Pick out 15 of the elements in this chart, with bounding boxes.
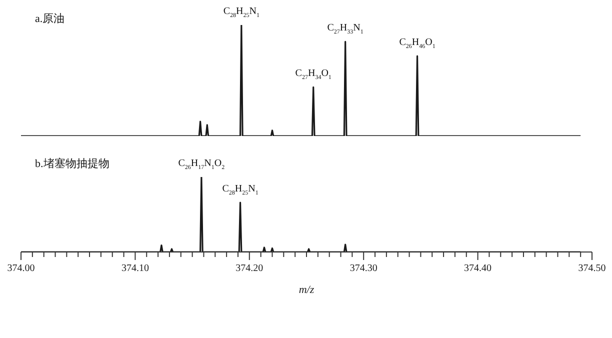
chart-title: a.原油 — [35, 12, 65, 25]
annotation: C$_{27}$H$_{34}$O$_{1}$ — [295, 68, 332, 82]
x-tick-label: 374.40 — [464, 263, 492, 274]
chart-title: b.堵塞物抽提物 — [35, 157, 110, 170]
annotation: C$_{28}$H$_{25}$N$_{1}$ — [223, 6, 260, 19]
x-axis-title: m/z — [298, 284, 315, 296]
annotation: C$_{28}$H$_{25}$N$_{1}$ — [222, 184, 258, 196]
x-tick-label: 374.30 — [350, 263, 378, 274]
x-tick-label: 374.20 — [236, 263, 264, 274]
x-tick-label: 374.00 — [7, 263, 35, 274]
x-tick-label: 374.10 — [121, 263, 149, 274]
annotation: C$_{26}$H$_{46}$O$_{1}$ — [399, 37, 436, 50]
annotation: C$_{26}$H$_{17}$N$_{1}$O$_{2}$ — [178, 158, 225, 171]
x-tick-label: 374.50 — [578, 263, 606, 274]
annotation: C$_{27}$H$_{33}$N$_{1}$ — [327, 22, 364, 36]
